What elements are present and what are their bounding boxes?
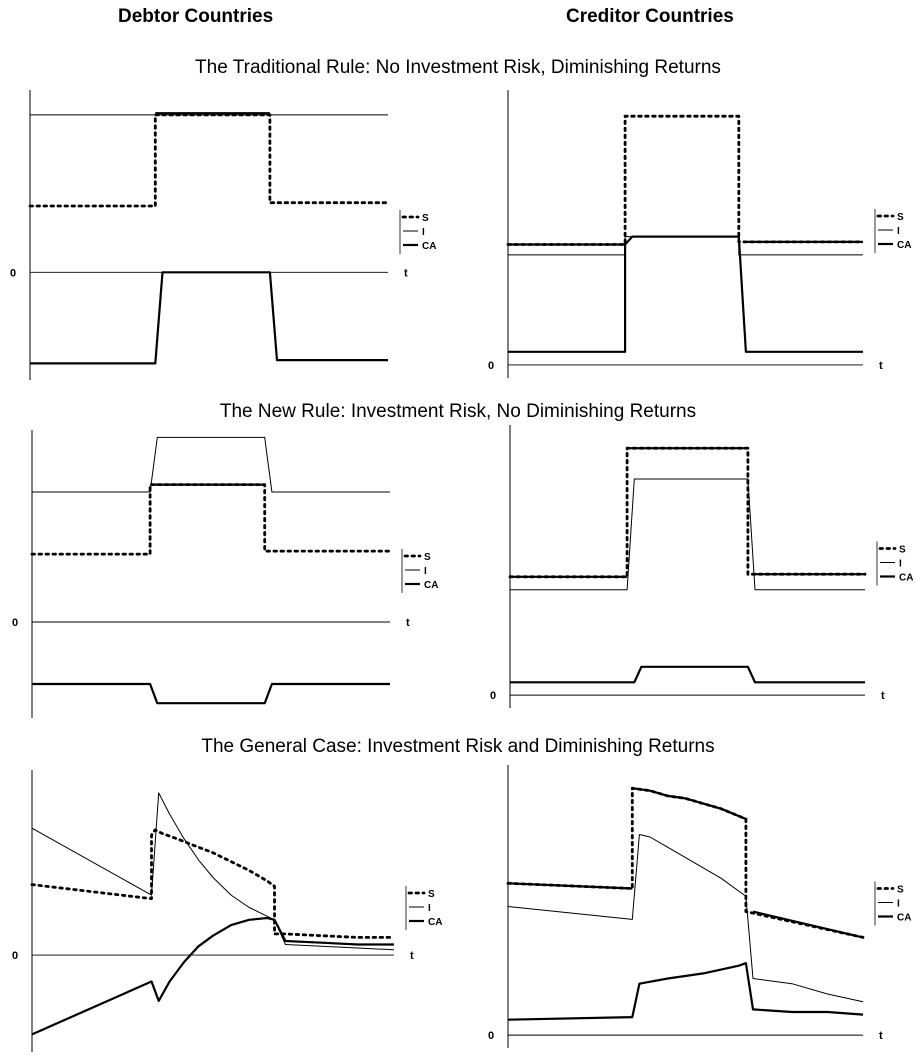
legend-label-ca: CA xyxy=(424,580,438,591)
x-axis-label: t xyxy=(404,267,408,279)
chart-panel-4: 0 t SI CA xyxy=(490,425,916,708)
legend: SI CA xyxy=(876,541,916,586)
x-axis-label: t xyxy=(410,950,414,962)
chart-panel-6: 0 t SI CA xyxy=(488,765,916,1048)
legend-label-i: I xyxy=(899,559,902,570)
legend: SI CA xyxy=(399,210,451,254)
chart-panel-3: 0 t SI CA xyxy=(12,430,453,718)
chart-panel-2: 0 t SI CA xyxy=(488,90,916,378)
series-s-line xyxy=(506,786,865,939)
series-s-line xyxy=(28,113,390,208)
legend-label-ca: CA xyxy=(897,240,911,251)
series-ca-line xyxy=(510,665,865,684)
x-axis-label: t xyxy=(406,617,410,629)
zero-label: 0 xyxy=(12,617,18,629)
series-s-line xyxy=(30,828,396,939)
x-axis-label: t xyxy=(879,360,883,372)
legend-label-s: S xyxy=(897,212,904,223)
series-i-line xyxy=(31,792,395,951)
series-i-line xyxy=(507,834,864,1003)
legend-label-s: S xyxy=(428,889,435,900)
series-ca-line xyxy=(31,916,394,1036)
legend-label-ca: CA xyxy=(897,913,911,924)
legend-label-s: S xyxy=(897,885,904,896)
x-axis-label: t xyxy=(879,1030,883,1042)
series-ca-line xyxy=(507,961,864,1021)
legend-label-i: I xyxy=(897,899,900,910)
x-axis-label: t xyxy=(881,690,885,702)
legend-label-s: S xyxy=(424,552,431,563)
column-title-debtor: Debtor Countries xyxy=(118,6,274,27)
series-i-line xyxy=(508,236,863,256)
legend-label-s: S xyxy=(899,545,906,556)
row-title-traditional: The Traditional Rule: No Investment Risk… xyxy=(195,57,721,78)
row-title-new: The New Rule: Investment Risk, No Dimini… xyxy=(219,401,697,422)
series-segment-line xyxy=(752,910,864,939)
legend-label-s: S xyxy=(422,213,429,224)
column-title-creditor: Creditor Countries xyxy=(566,6,734,27)
legend-label-i: I xyxy=(424,566,427,577)
legend: SI CA xyxy=(401,549,453,593)
series-ca-line xyxy=(30,271,388,365)
series-s-line xyxy=(508,446,867,579)
legend-label-ca: CA xyxy=(428,917,442,928)
zero-label: 0 xyxy=(488,360,494,372)
series-i-line xyxy=(510,478,865,591)
legend: SI CA xyxy=(874,881,916,926)
legend-label-ca: CA xyxy=(899,573,913,584)
zero-label: 0 xyxy=(12,950,18,962)
series-i-line xyxy=(32,436,390,493)
legend-label-i: I xyxy=(428,903,431,914)
legend-label-i: I xyxy=(422,227,425,238)
chart-panel-5: 0 t SI CA xyxy=(12,770,457,1052)
series-segment-line xyxy=(632,787,747,821)
legend-label-i: I xyxy=(897,226,900,237)
legend-label-ca: CA xyxy=(422,241,436,252)
legend: SI CA xyxy=(405,886,457,930)
series-ca-line xyxy=(32,682,390,705)
series-s-line xyxy=(506,114,865,246)
series-ca-line xyxy=(508,235,863,353)
zero-label: 0 xyxy=(490,690,496,702)
series-segment-line xyxy=(507,882,633,890)
zero-label: 0 xyxy=(10,267,16,279)
zero-label: 0 xyxy=(488,1030,494,1042)
chart-panel-1: 0 t SI CA xyxy=(10,90,451,380)
legend: SI CA xyxy=(874,209,916,253)
row-title-general: The General Case: Investment Risk and Di… xyxy=(201,736,715,757)
series-s-line xyxy=(30,483,392,556)
